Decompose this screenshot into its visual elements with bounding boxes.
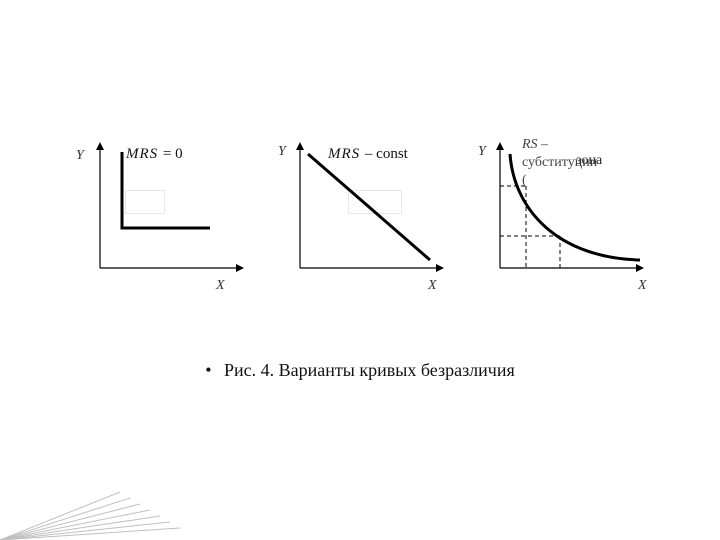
x-axis-arrow: [636, 264, 644, 272]
panel-c: Y RS – субституции ( зона X: [480, 140, 660, 310]
panel-b: Y MRS – const X: [280, 140, 460, 310]
panels-row: Y MRS = 0 X Y MRS – const: [80, 140, 660, 310]
figure-caption: Рис. 4. Варианты кривых безразличия: [224, 360, 515, 380]
panel-c-curve: [510, 154, 640, 260]
x-axis-label: X: [638, 278, 647, 294]
bullet-icon: •: [205, 360, 211, 381]
x-axis-arrow: [236, 264, 244, 272]
y-axis-arrow: [96, 142, 104, 150]
caption-row: • Рис. 4. Варианты кривых безразличия: [0, 360, 720, 381]
panel-a-curve: [122, 152, 210, 228]
x-axis-label: X: [216, 278, 225, 294]
y-axis-arrow: [496, 142, 504, 150]
panel-b-line: [308, 154, 430, 260]
y-axis-arrow: [296, 142, 304, 150]
x-axis-label: X: [428, 278, 437, 294]
x-axis-arrow: [436, 264, 444, 272]
panel-b-plot: [280, 140, 460, 300]
page: Y MRS = 0 X Y MRS – const: [0, 0, 720, 540]
swoosh-decoration: [0, 470, 200, 540]
panel-c-plot: [480, 140, 660, 300]
panel-a: Y MRS = 0 X: [80, 140, 260, 310]
panel-a-plot: [80, 140, 260, 300]
